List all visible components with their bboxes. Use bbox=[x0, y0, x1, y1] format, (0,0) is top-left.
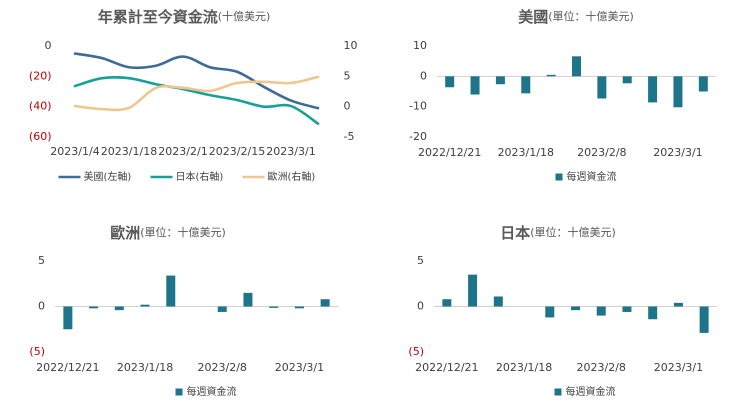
legend-label: 歐洲(右軸) bbox=[268, 170, 316, 183]
x-tick-label: 2023/2/8 bbox=[198, 361, 247, 374]
bar bbox=[445, 76, 455, 88]
y-tick-label: 5 bbox=[417, 254, 424, 267]
x-tick-label: 2023/3/1 bbox=[654, 361, 703, 374]
y-tick-label: (40) bbox=[29, 100, 52, 113]
bar bbox=[622, 76, 632, 84]
line-series bbox=[73, 75, 320, 125]
bar bbox=[698, 76, 708, 92]
bar bbox=[699, 306, 709, 333]
bar bbox=[546, 74, 556, 77]
y-tick-label: -10 bbox=[409, 100, 427, 113]
title-main: 年累計至今資金流 bbox=[98, 8, 218, 26]
x-tick-label: 2023/1/18 bbox=[498, 146, 554, 159]
x-tick-label: 2023/3/1 bbox=[653, 146, 702, 159]
y-tick-label: (20) bbox=[29, 69, 52, 82]
bar bbox=[572, 56, 581, 77]
chart-title: 日本(單位：十億美元) bbox=[500, 224, 616, 242]
x-tick-label: 2023/2/15 bbox=[209, 145, 265, 158]
x-tick-label: 2023/2/8 bbox=[577, 361, 626, 374]
x-tick-label: 2023/1/18 bbox=[117, 361, 173, 374]
y-tick-label: (5) bbox=[408, 345, 424, 358]
y-tick-label: 5 bbox=[344, 69, 351, 82]
x-tick-label: 2023/3/1 bbox=[275, 361, 324, 374]
y-tick-label: 5 bbox=[38, 254, 45, 267]
chart-panel: 年累計至今資金流(十億美元) 0 (20) (40) (60) 10 5 0 -5 2023/1/… bbox=[29, 8, 358, 184]
bar bbox=[89, 306, 99, 309]
bar bbox=[63, 306, 73, 330]
y-tick-label: 10 bbox=[413, 39, 427, 52]
bar bbox=[596, 306, 606, 316]
bar bbox=[493, 296, 503, 307]
legend-label: 每週資金流 bbox=[187, 385, 237, 398]
y-tick-label: -5 bbox=[344, 130, 355, 143]
bar bbox=[320, 299, 330, 307]
chart-panel: 歐洲(單位：十億美元) 5 0 (5) 2022/12/21 2023/1/18 2023/… bbox=[29, 224, 338, 398]
chart-panel: 日本(單位：十億美元) 5 0 (5) 2022/12/21 2023/1/18 2023/… bbox=[408, 224, 717, 398]
title-main: 日本 bbox=[500, 224, 530, 242]
bar bbox=[495, 76, 505, 85]
bar bbox=[468, 274, 478, 307]
x-tick-label: 2023/2/1 bbox=[158, 145, 207, 158]
bar bbox=[442, 299, 452, 307]
title-main: 歐洲 bbox=[110, 224, 140, 242]
legend-label: 每週資金流 bbox=[566, 385, 616, 398]
y-tick-label: -20 bbox=[409, 130, 427, 143]
legend-label: 每週資金流 bbox=[567, 170, 617, 183]
bar bbox=[294, 306, 304, 309]
x-tick-label: 2023/1/18 bbox=[101, 145, 157, 158]
x-tick-label: 2023/1/18 bbox=[496, 361, 552, 374]
title-unit: (十億美元) bbox=[218, 9, 271, 23]
y-tick-label: 0 bbox=[417, 300, 424, 313]
x-tick-label: 2023/1/4 bbox=[50, 145, 99, 158]
bar bbox=[521, 76, 531, 94]
y-tick-label: 0 bbox=[45, 39, 52, 52]
y-tick-label: (60) bbox=[29, 130, 52, 143]
x-tick-label: 2022/12/21 bbox=[415, 361, 478, 374]
legend-label: 日本(右軸) bbox=[176, 170, 224, 183]
bar bbox=[166, 275, 176, 307]
bar bbox=[545, 306, 555, 318]
bar bbox=[597, 76, 607, 99]
bar bbox=[140, 304, 150, 307]
bar bbox=[648, 306, 658, 320]
bar bbox=[269, 306, 279, 308]
bar bbox=[470, 76, 480, 95]
bar bbox=[571, 306, 580, 311]
bar bbox=[673, 76, 683, 108]
legend-swatch bbox=[554, 388, 562, 396]
line-series bbox=[73, 75, 320, 112]
chart-title: 年累計至今資金流(十億美元) bbox=[98, 8, 271, 26]
bar bbox=[114, 306, 124, 311]
legend-label: 美國(左軸) bbox=[84, 170, 132, 183]
y-tick-label: 0 bbox=[420, 69, 427, 82]
x-tick-label: 2023/2/8 bbox=[577, 146, 626, 159]
chart-panel: 美國(單位：十億美元) 10 0 -10 -20 2022/12/21 2023/1/18 2… bbox=[409, 8, 716, 183]
legend-swatch bbox=[555, 173, 563, 181]
bar bbox=[243, 292, 253, 307]
title-main: 美國 bbox=[518, 8, 548, 26]
chart-title: 歐洲(單位：十億美元) bbox=[110, 224, 226, 242]
title-unit: (單位：十億美元) bbox=[140, 225, 226, 239]
y-tick-label: 0 bbox=[344, 100, 351, 113]
bar bbox=[217, 306, 227, 312]
x-tick-label: 2022/12/21 bbox=[418, 146, 481, 159]
bar bbox=[622, 306, 632, 312]
title-unit: (單位：十億美元) bbox=[548, 9, 634, 23]
y-tick-label: 10 bbox=[344, 39, 358, 52]
bar bbox=[673, 302, 683, 307]
x-tick-label: 2023/3/1 bbox=[266, 145, 315, 158]
x-tick-label: 2022/12/21 bbox=[36, 361, 99, 374]
line-series bbox=[73, 52, 320, 110]
y-tick-label: 0 bbox=[38, 300, 45, 313]
title-unit: (單位：十億美元) bbox=[530, 225, 616, 239]
chart-title: 美國(單位：十億美元) bbox=[518, 8, 634, 26]
bar bbox=[648, 76, 658, 103]
legend-swatch bbox=[175, 388, 183, 396]
y-tick-label: (5) bbox=[29, 345, 45, 358]
